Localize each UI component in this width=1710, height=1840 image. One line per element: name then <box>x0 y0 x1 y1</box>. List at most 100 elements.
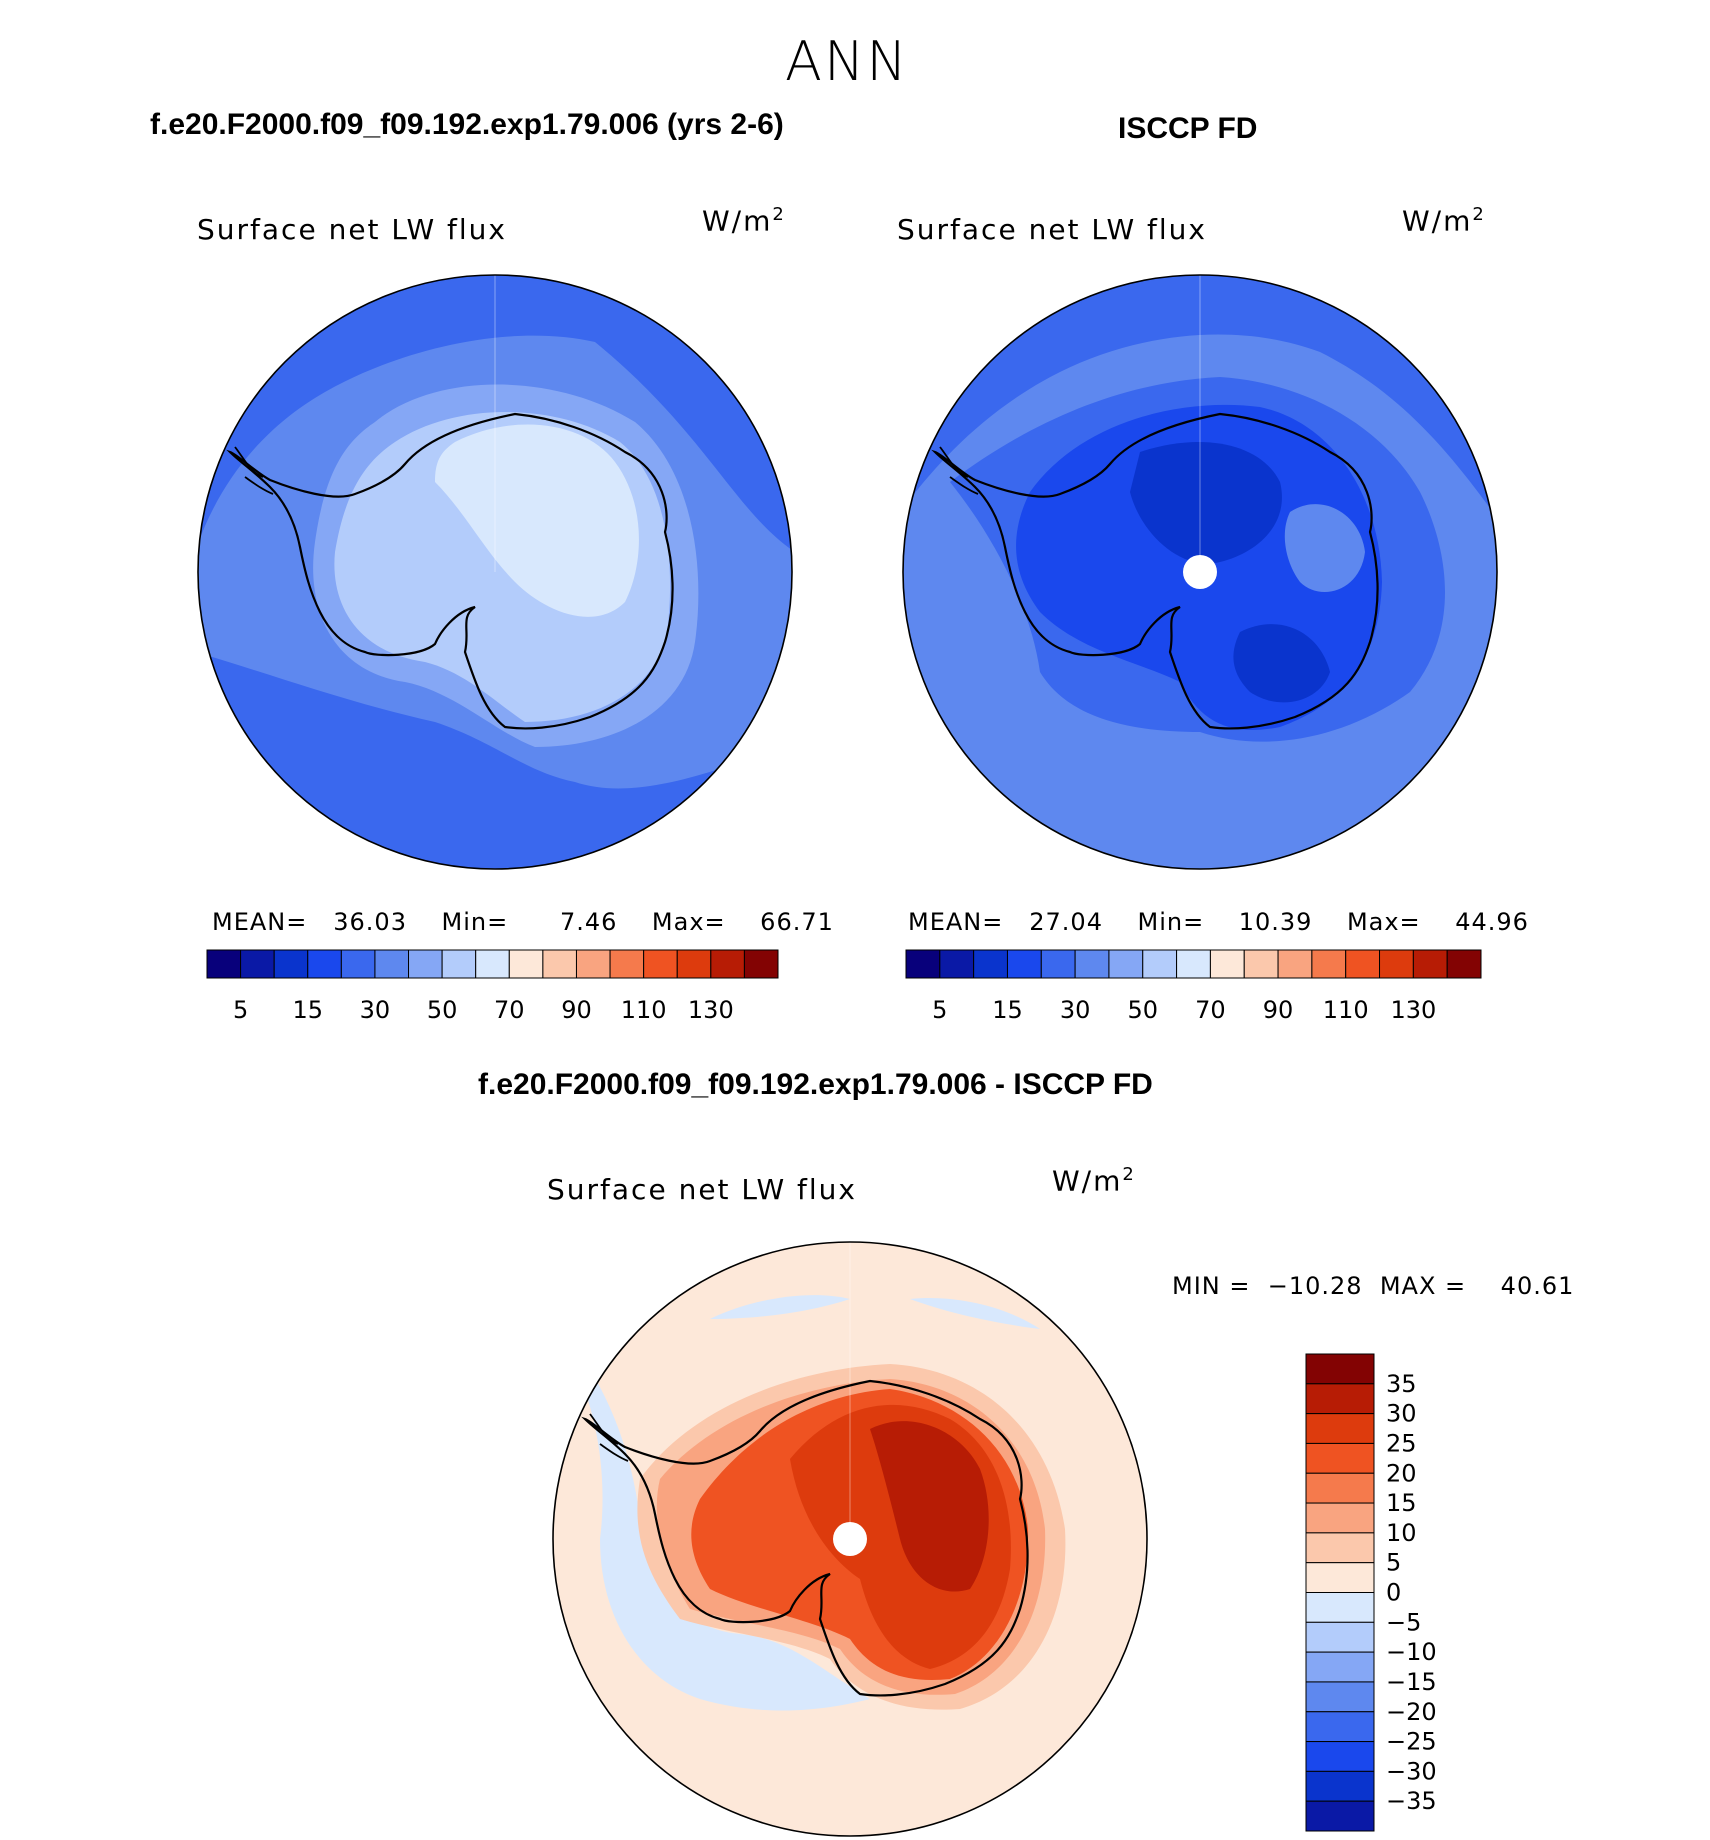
map-layers <box>198 275 792 869</box>
colorbar-tick-label: 50 <box>1127 996 1158 1024</box>
contour-region <box>1284 504 1365 592</box>
max-value: 40.61 <box>1500 1272 1575 1300</box>
colorbar-swatch <box>374 949 410 979</box>
max-label: Max= <box>651 908 726 936</box>
colorbar-swatch <box>1305 1800 1375 1832</box>
contour-region <box>553 1319 870 1711</box>
map-layers <box>553 1242 1147 1836</box>
peninsula-coastline <box>939 446 979 495</box>
antarctica-coastline <box>584 1379 1029 1697</box>
colorbar-swatch <box>273 949 309 979</box>
units-base: W/m <box>1402 204 1473 238</box>
colorbar-swatch <box>676 949 712 979</box>
colorbar-tick-label: 110 <box>621 996 667 1024</box>
colorbar-swatch <box>1305 1383 1375 1415</box>
colorbar-swatch <box>475 949 510 979</box>
colorbar-swatch <box>1305 1651 1375 1683</box>
panel1-stats: MEAN= 36.03 Min= 7.46 Max= 66.71 <box>212 908 834 936</box>
peninsula-coastline <box>589 1413 629 1462</box>
colorbar-swatch <box>307 949 342 979</box>
panel1-map <box>197 274 793 870</box>
panel3-heading: f.e20.F2000.f09_f09.192.exp1.79.006 - IS… <box>478 1068 1153 1101</box>
colorbar-swatch <box>1379 949 1414 979</box>
units-exponent: 2 <box>772 204 786 225</box>
panel3-variable-label: Surface net LW flux <box>547 1173 857 1206</box>
colorbar-swatch <box>1108 949 1144 979</box>
colorbar-tick-label: 30 <box>360 996 391 1024</box>
colorbar-swatch <box>508 949 544 979</box>
colorbar-swatch <box>1040 949 1076 979</box>
colorbar-swatch <box>643 949 678 979</box>
colorbar-tick-label: 90 <box>561 996 592 1024</box>
panel3-stats: MIN = −10.28 MAX = 40.61 <box>1172 1272 1574 1300</box>
antarctica-coastline <box>934 412 1379 730</box>
mean-value: 36.03 <box>333 908 407 936</box>
min-label: Min= <box>441 908 509 936</box>
colorbar-tick-label: 130 <box>1390 996 1436 1024</box>
units-exponent: 2 <box>1122 1164 1136 1185</box>
colorbar-tick-label: −10 <box>1386 1638 1437 1666</box>
colorbar-swatch <box>1305 1472 1375 1504</box>
colorbar-swatch <box>939 949 975 979</box>
colorbar-tick-label: 20 <box>1386 1459 1417 1487</box>
mean-value: 27.04 <box>1029 908 1103 936</box>
colorbar-swatch <box>1305 1770 1375 1802</box>
colorbar-tick-label: 70 <box>1195 996 1226 1024</box>
panel3-units: W/m2 <box>1052 1164 1136 1197</box>
min-value: −10.28 <box>1267 1272 1363 1300</box>
max-label: Max= <box>1346 908 1421 936</box>
colorbar-swatch <box>609 949 645 979</box>
colorbar-tick-label: −30 <box>1386 1757 1437 1785</box>
map-layers <box>903 275 1497 869</box>
colorbar-tick-label: 5 <box>932 996 947 1024</box>
contour-region <box>710 1295 850 1319</box>
colorbar-tick-label: 25 <box>1386 1429 1417 1457</box>
colorbar-tick-label: 5 <box>1386 1549 1401 1577</box>
min-label: Min= <box>1137 908 1205 936</box>
contour-region <box>1130 442 1282 564</box>
colorbar-swatch <box>1142 949 1178 979</box>
mean-label: MEAN= <box>212 908 308 936</box>
colorbar-tick-label: 35 <box>1386 1370 1417 1398</box>
colorbar-swatch <box>441 949 477 979</box>
panel1-heading: f.e20.F2000.f09_f09.192.exp1.79.006 (yrs… <box>150 108 784 141</box>
colorbar-tick-label: 10 <box>1386 1519 1417 1547</box>
panel1-variable-label: Surface net LW flux <box>197 213 507 246</box>
colorbar-swatch <box>1311 949 1347 979</box>
colorbar-swatch <box>1305 1711 1375 1743</box>
colorbar-swatch <box>1243 949 1279 979</box>
colorbar-swatch <box>1412 949 1448 979</box>
colorbar-swatch <box>1305 1532 1375 1564</box>
contour-region <box>870 1421 989 1592</box>
colorbar-tick-label: 15 <box>992 996 1023 1024</box>
min-label: MIN = <box>1172 1272 1251 1300</box>
colorbar-swatch <box>1305 1562 1375 1593</box>
colorbar-swatch <box>1446 949 1482 979</box>
map-boundary <box>902 274 1498 870</box>
colorbar-swatch <box>1006 949 1042 979</box>
colorbar-swatch <box>575 949 611 979</box>
pole-hole <box>833 1522 867 1556</box>
colorbar-swatch <box>206 949 242 979</box>
colorbar-tick-label: 5 <box>233 996 248 1024</box>
panel1-units: W/m2 <box>702 204 786 237</box>
max-value: 66.71 <box>760 908 834 936</box>
colorbar-tick-label: −5 <box>1386 1608 1421 1636</box>
contour-region <box>198 652 792 869</box>
colorbar-swatch <box>1074 949 1110 979</box>
contour-region <box>910 1298 1040 1329</box>
colorbar-swatch <box>905 949 941 979</box>
antarctica-coastline <box>229 412 674 730</box>
colorbar-tick-label: −20 <box>1386 1698 1437 1726</box>
colorbar-swatch <box>542 949 577 979</box>
colorbar-swatch <box>1277 949 1313 979</box>
contour-region <box>903 275 1497 522</box>
figure-title: ANN <box>785 30 909 93</box>
colorbar-swatch <box>1305 1353 1375 1385</box>
min-value: 7.46 <box>559 908 618 936</box>
colorbar-swatch <box>240 949 275 979</box>
max-value: 44.96 <box>1455 908 1529 936</box>
colorbar-swatch <box>1176 949 1211 979</box>
colorbar-tick-label: 70 <box>494 996 525 1024</box>
colorbar-tick-label: 50 <box>427 996 458 1024</box>
